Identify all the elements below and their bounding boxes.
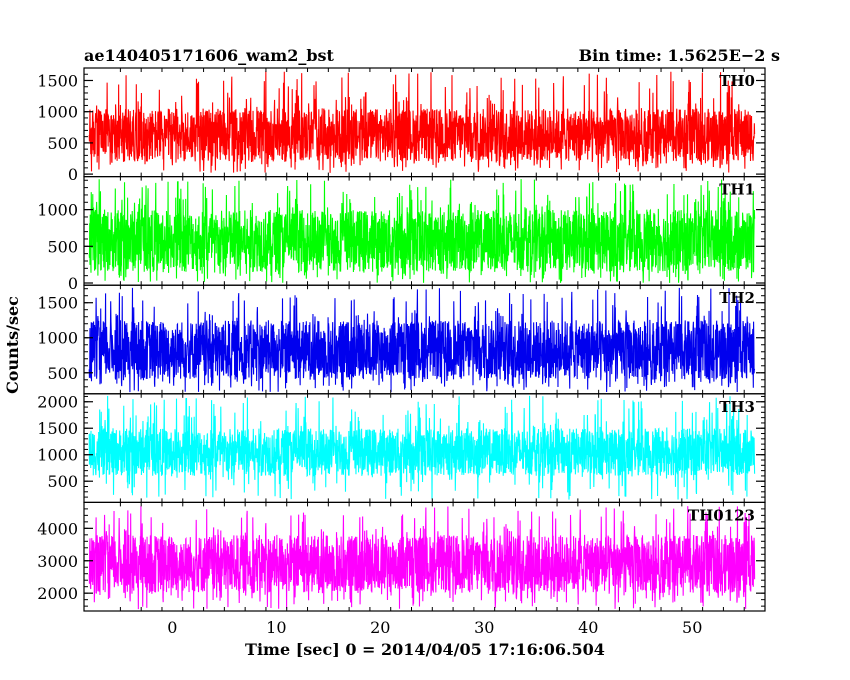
panel-frame [83, 501, 766, 612]
y-tick-label: 2000 [37, 584, 78, 603]
y-tick-label: 1500 [37, 71, 78, 90]
panel-label: TH0 [719, 72, 755, 90]
y-tick-label: 0 [68, 165, 78, 184]
x-tick-label: 40 [578, 618, 598, 637]
x-tick-label: 20 [370, 618, 390, 637]
panel-label: TH3 [719, 398, 755, 416]
panel-label: TH1 [719, 181, 755, 199]
y-tick-label: 1500 [37, 294, 78, 313]
panel-label: TH0123 [688, 506, 755, 524]
panel-th0123: 2000 3000 4000 TH0123 [37, 501, 766, 612]
panels-group: 0 500 1000 1500 TH0 0 500 1000 TH1 500 1000 1500 TH2… [37, 67, 766, 612]
y-tick-label: 3000 [37, 552, 78, 571]
x-axis-title: Time [sec] 0 = 2014/04/05 17:16:06.504 [245, 640, 605, 659]
y-tick-label: 4000 [37, 519, 78, 538]
y-tick-label: 1000 [37, 446, 78, 465]
y-axis-title: Counts/sec [3, 296, 22, 394]
y-tick-label: 500 [47, 364, 78, 383]
y-tick-label: 0 [68, 274, 78, 293]
y-tick-label: 1000 [37, 103, 78, 122]
y-tick-label: 2000 [37, 393, 78, 412]
bin-time-label: Bin time: 1.5625E−2 s [579, 46, 780, 65]
x-tick-label: 50 [682, 618, 702, 637]
x-tick-label: 10 [266, 618, 286, 637]
series-line-th1 [88, 179, 756, 283]
series-line-th0123 [88, 506, 756, 610]
panel-label: TH2 [719, 289, 755, 307]
x-tick-label: 30 [474, 618, 494, 637]
x-axis: 0 10 20 30 40 50 [167, 618, 702, 637]
panel-th3: 500 1000 1500 2000 TH3 [37, 393, 766, 503]
panel-th1: 0 500 1000 TH1 [37, 176, 766, 293]
x-tick-label: 0 [167, 618, 177, 637]
series-line-th0 [88, 71, 756, 173]
chart-title: ae140405171606_wam2_bst [84, 46, 335, 65]
series-line-th3 [88, 395, 756, 500]
y-tick-label: 500 [47, 237, 78, 256]
panel-th0: 0 500 1000 1500 TH0 [37, 67, 766, 184]
y-tick-label: 500 [47, 472, 78, 491]
y-tick-label: 1500 [37, 419, 78, 438]
series-line-th2 [88, 287, 756, 393]
y-tick-label: 500 [47, 134, 78, 153]
y-tick-label: 1000 [37, 201, 78, 220]
panel-th2: 500 1000 1500 TH2 [37, 284, 766, 395]
y-tick-label: 1000 [37, 329, 78, 348]
